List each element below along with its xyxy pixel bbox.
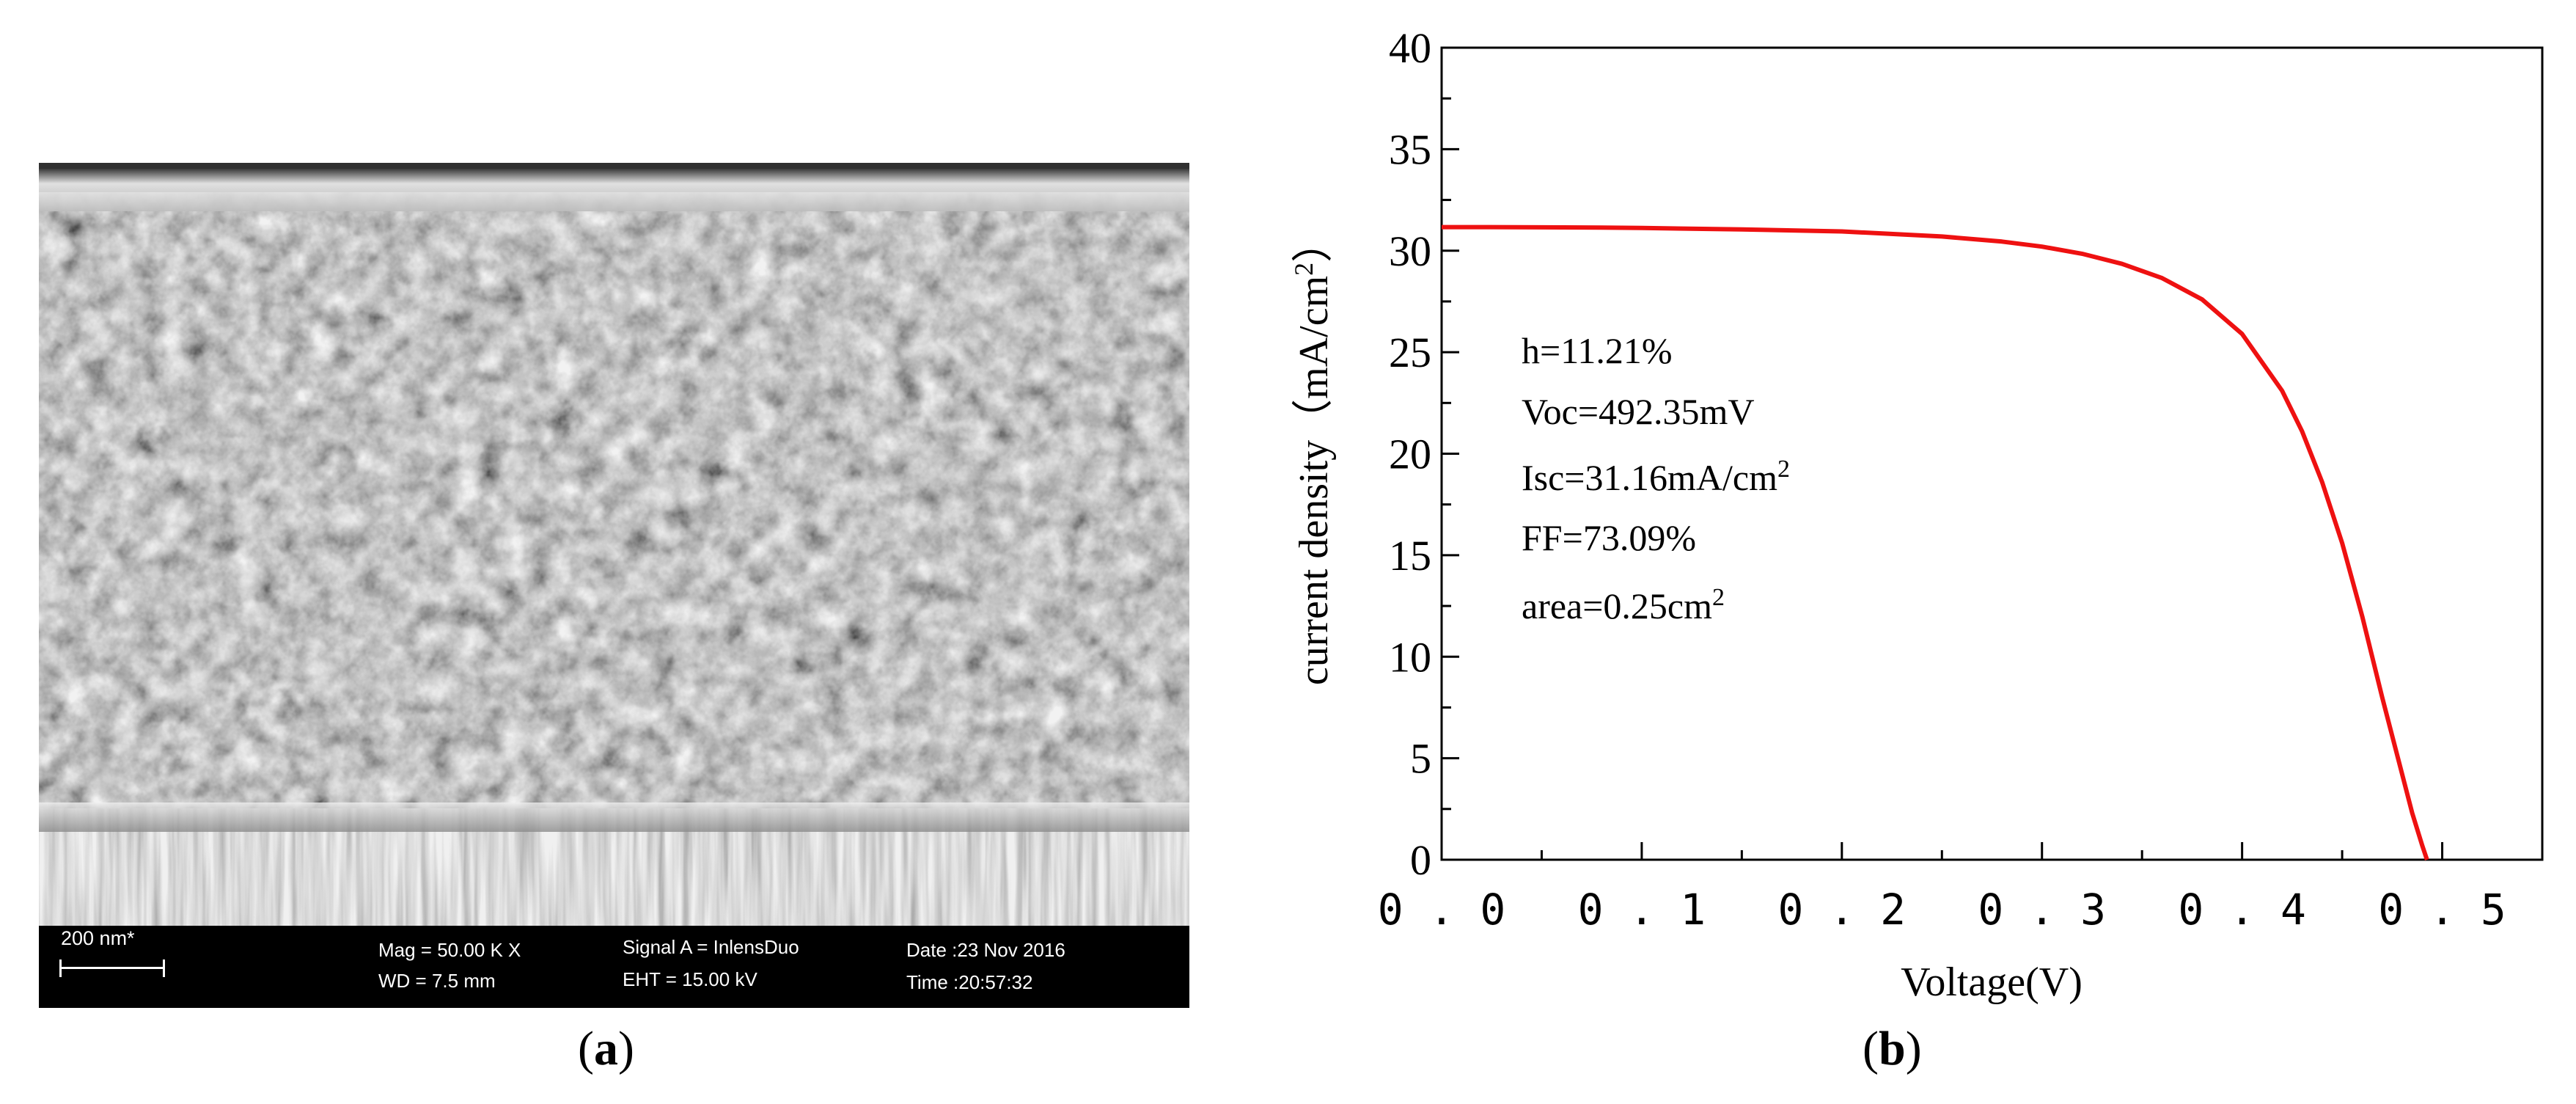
y-axis-tick-labels: 0 5 10 15 20 25 30 35 40 [1389,24,1431,884]
eht-readout: EHT = 15.00 kV [623,968,757,990]
y-tick-label: 5 [1410,735,1431,783]
y-tick-label: 15 [1389,532,1431,580]
y-axis-title: current density（mA/cm2） [1289,222,1337,685]
annotation-superscript: 2 [1777,456,1790,483]
y-axis-title-superscript: 2 [1289,263,1318,276]
y-tick-label: 10 [1389,633,1431,681]
panel-letter-b: b [1878,1022,1906,1075]
annotation-superscript: 2 [1712,584,1725,611]
annotation-text: Isc=31.16mA/cm [1522,457,1777,498]
annotation-area: area=0.25cm2 [1522,584,1725,627]
working-distance-readout: WD = 7.5 mm [378,970,496,992]
annotation-efficiency: h=11.21% [1522,330,1673,371]
annotation-text: area=0.25cm [1522,585,1712,626]
x-tick-label: 0 . 1 [1578,885,1706,935]
x-axis-title: Voltage(V) [1901,959,2083,1005]
y-axis-ticks [1442,46,1459,861]
x-axis-ticks [1440,842,2544,860]
device-parameters: h=11.21% Voc=492.35mV Isc=31.16mA/cm2 FF… [1522,330,1790,626]
x-tick-label: 0 . 0 [1378,885,1506,935]
y-tick-label: 35 [1389,125,1431,173]
y-axis-title-main: current density（mA/cm [1291,276,1337,685]
y-tick-label: 30 [1389,227,1431,275]
x-tick-label: 0 . 3 [1978,885,2106,935]
plot-frame [1440,46,2544,861]
annotation-text: Voc=492.35mV [1522,391,1755,432]
magnification-readout: Mag = 50.00 K X [378,939,521,961]
jv-curve-series [1442,224,2429,860]
signal-readout: Signal A = InlensDuo [623,936,799,958]
x-tick-label: 0 . 4 [2178,885,2306,935]
annotation-voc: Voc=492.35mV [1522,391,1755,432]
y-axis-title-close: ） [1291,222,1337,263]
scale-bar-label: 200 nm* [61,927,135,949]
panel-letter-a: a [593,1022,618,1075]
annotation-text: FF=73.09% [1522,517,1696,558]
x-axis-tick-labels: 0 . 0 0 . 1 0 . 2 0 . 3 0 . 4 0 . 5 [1378,885,2506,935]
time-readout: Time :20:57:32 [906,971,1033,993]
panel-label-b: (b) [1863,1022,1922,1075]
annotation-isc: Isc=31.16mA/cm2 [1522,456,1790,499]
sem-info-bar: 200 nm* Mag = 50.00 K X WD = 7.5 mm Sign… [39,926,1189,1008]
annotation-ff: FF=73.09% [1522,517,1696,558]
date-readout: Date :23 Nov 2016 [906,939,1065,961]
y-tick-label: 20 [1389,431,1431,478]
annotation-text: h=11.21% [1522,330,1673,371]
y-tick-label: 0 [1410,836,1431,884]
scale-bar [59,959,165,977]
sem-cross-section-image [39,163,1189,926]
y-tick-label: 25 [1389,329,1431,376]
x-tick-label: 0 . 5 [2378,885,2506,935]
sem-micrograph-panel: 200 nm* Mag = 50.00 K X WD = 7.5 mm Sign… [39,163,1189,1008]
y-tick-label: 40 [1389,24,1431,72]
x-tick-label: 0 . 2 [1778,885,1907,935]
panel-label-a: (a) [578,1022,634,1075]
